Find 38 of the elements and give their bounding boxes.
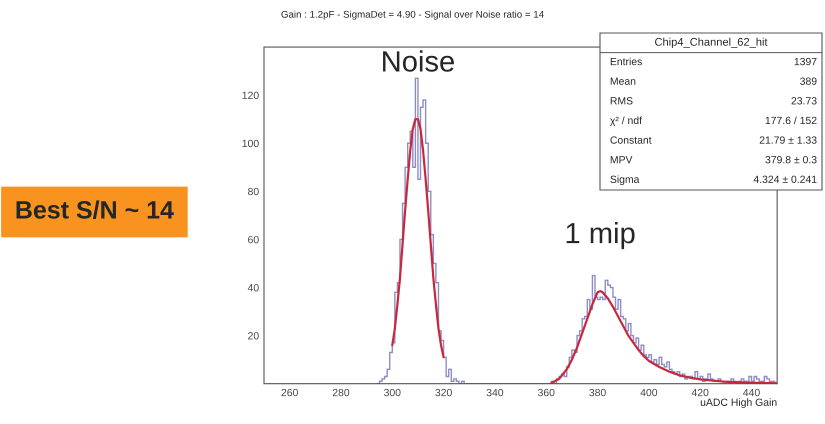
chart-title: Gain : 1.2pF - SigmaDet = 4.90 - Signal over Noise ratio = 14: [281, 10, 544, 20]
x-tick-label: 400: [640, 388, 658, 396]
annotation: 4.324 ± 0.241: [754, 176, 817, 183]
x-axis-title: uADC High Gain: [700, 398, 776, 408]
line-series: [550, 290, 778, 384]
annotation: RMS: [610, 97, 633, 104]
text: 389: [800, 77, 817, 85]
annotation: Sigma: [610, 175, 640, 186]
text: 1397: [794, 58, 817, 66]
x-tick-label: 320: [435, 388, 452, 396]
annotation: χ² / ndf: [610, 116, 642, 126]
y-tick-label: 120: [242, 92, 259, 100]
annotation: Mean: [610, 78, 636, 85]
annotation: Noise: [383, 50, 454, 72]
y-tick-label: 100: [242, 140, 259, 148]
text: Best S/N ~ 14: [16, 200, 174, 219]
annotation: 21.79 ± 1.33: [760, 136, 817, 144]
y-tick-label: 40: [248, 284, 259, 292]
x-tick-label: 300: [384, 388, 401, 396]
annotation: 177.6 / 152: [766, 116, 817, 124]
line-series: [391, 118, 445, 358]
x-tick-label: 380: [589, 388, 606, 396]
annotation: Constant: [610, 136, 652, 144]
x-tick-label: 360: [538, 388, 555, 396]
y-tick-label: 80: [248, 188, 259, 196]
annotation: MPV: [610, 156, 632, 164]
annotation: Entries: [610, 58, 642, 66]
x-tick-label: 440: [743, 388, 760, 396]
annotation: Chip4_Channel_62_hit: [655, 38, 768, 48]
x-tick-label: 340: [486, 388, 504, 396]
x-tick-label: 260: [281, 388, 298, 396]
x-tick-label: 420: [692, 388, 708, 396]
y-tick-label: 60: [248, 236, 259, 244]
text: 23.73: [792, 97, 817, 104]
annotation: 1 mip: [566, 222, 635, 250]
y-tick-label: 20: [248, 332, 259, 340]
x-tick-label: 280: [332, 388, 350, 396]
annotation: 379.8 ± 0.3: [765, 156, 817, 164]
